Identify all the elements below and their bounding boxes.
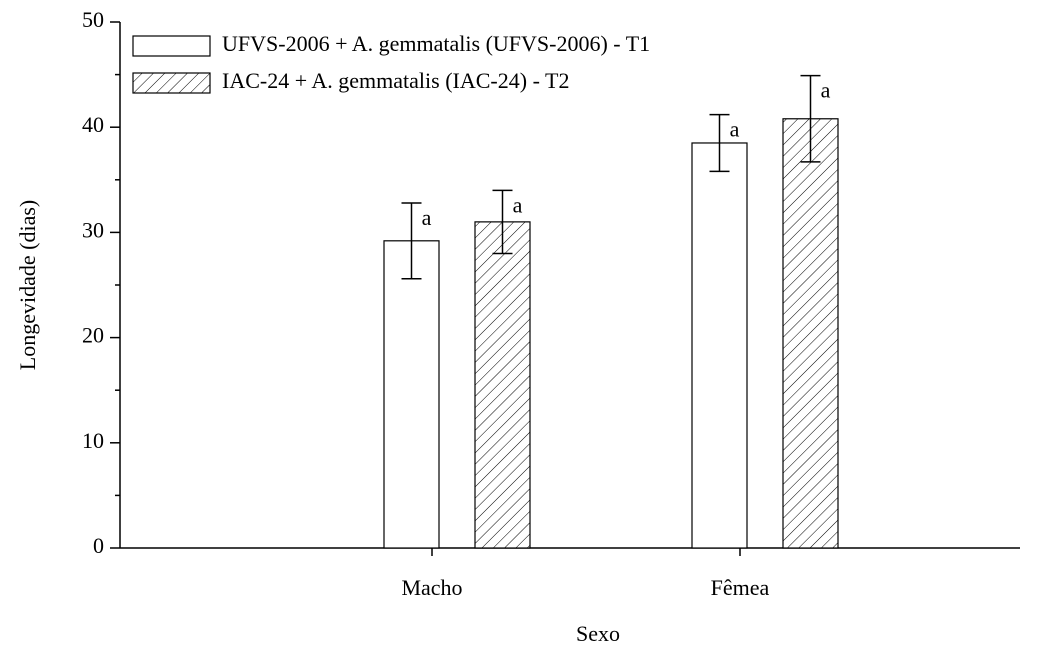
- legend-swatch: [132, 72, 211, 94]
- y-tick-label: 10: [82, 428, 104, 453]
- significance-letter: a: [513, 192, 523, 217]
- x-tick-label: Fêmea: [711, 575, 770, 600]
- y-axis-label: Longevidade (dias): [15, 200, 40, 370]
- x-axis-label: Sexo: [576, 621, 620, 646]
- bar: [782, 118, 839, 549]
- significance-letter: a: [422, 205, 432, 230]
- legend-label: IAC-24 + A. gemmatalis (IAC-24) - T2: [222, 68, 569, 93]
- x-tick-label: Macho: [401, 575, 462, 600]
- y-tick-label: 50: [82, 7, 104, 32]
- bar: [474, 221, 531, 549]
- y-tick-label: 20: [82, 323, 104, 348]
- y-tick-label: 40: [82, 112, 104, 137]
- bar: [691, 142, 748, 549]
- y-tick-label: 30: [82, 217, 104, 242]
- significance-letter: a: [821, 78, 831, 103]
- legend-label: UFVS-2006 + A. gemmatalis (UFVS-2006) - …: [222, 31, 650, 56]
- y-tick-label: 0: [93, 533, 104, 558]
- legend-swatch: [132, 35, 211, 57]
- bar: [383, 240, 440, 549]
- significance-letter: a: [730, 117, 740, 142]
